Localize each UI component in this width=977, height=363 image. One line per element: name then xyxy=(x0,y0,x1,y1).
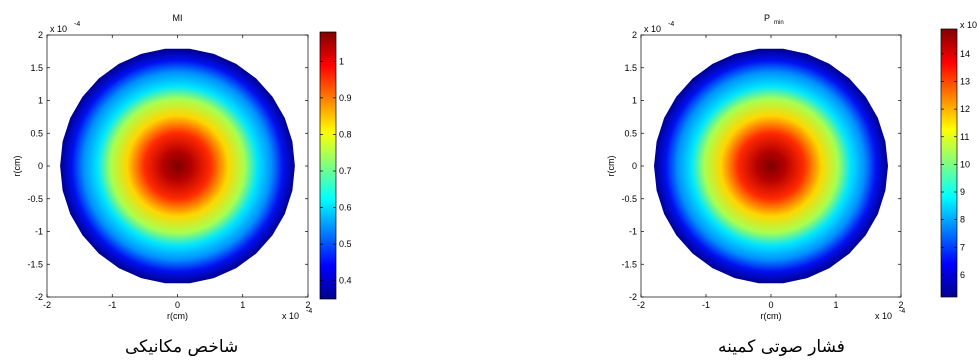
y-tick-label: -1.5 xyxy=(27,259,43,269)
colorbar-tick-label: 12 xyxy=(960,104,970,114)
y-tick-label: 1.5 xyxy=(30,63,43,73)
x-exponent-label: x 10 xyxy=(282,311,299,321)
y-tick-label: 1 xyxy=(38,96,43,106)
y-tick-label: 0 xyxy=(38,161,43,171)
heatmap-field xyxy=(60,48,295,284)
y-exponent-label: x 10 xyxy=(644,24,661,34)
colorbar xyxy=(319,31,337,300)
x-tick-label: 1 xyxy=(240,300,245,310)
colorbar-tick-label: 0.7 xyxy=(339,166,352,176)
colorbar-tick-label: 10 xyxy=(960,159,970,169)
y-tick-label: -1.5 xyxy=(621,259,637,269)
colorbar-exponent-label: x 10 xyxy=(960,20,977,30)
y-tick-label: -1 xyxy=(35,227,43,237)
chart-0: -2 -1 0 1 2 2 1.5 1 0.5 0 -0.5 -1 -1.5 -2 r(cm) r(cm) x … xyxy=(12,13,352,321)
x-tick-label: -1 xyxy=(108,300,116,310)
x-tick-label: 0 xyxy=(768,300,773,310)
colorbar-tick-label: 8 xyxy=(960,215,965,225)
x-tick-label: 1 xyxy=(833,300,838,310)
x-axis-label: r(cm) xyxy=(167,311,188,321)
y-tick-label: 1 xyxy=(632,96,637,106)
chart-1: -2 -1 0 1 221.510.50-0.5-1-1.5-2r(cm)r(cm)x … xyxy=(606,13,977,321)
colorbar xyxy=(940,28,958,298)
chart-title: P xyxy=(764,13,770,23)
x-axis-label: r(cm) xyxy=(761,311,782,321)
caption-right: فشار صوتی کمینه xyxy=(718,337,845,357)
colorbar-tick-label: 0.4 xyxy=(339,276,352,286)
caption-left: شاخص مکانیکی xyxy=(125,337,239,357)
y-exponent: -4 xyxy=(74,21,80,28)
y-tick-label: -2 xyxy=(35,292,43,302)
chart-title-subscript: min xyxy=(774,20,784,26)
colorbar-tick-label: 6 xyxy=(960,270,965,280)
x-tick-label: 2 xyxy=(305,300,310,310)
chart-title: MI xyxy=(173,13,183,23)
colorbar-tick-label: 1 xyxy=(339,56,344,66)
colorbar-tick-label: 7 xyxy=(960,242,965,252)
y-tick-label: -1 xyxy=(629,227,637,237)
y-axis-label: r(cm) xyxy=(12,156,22,177)
y-tick-label: -2 xyxy=(629,292,637,302)
x-tick-label: -2 xyxy=(637,300,645,310)
x-exponent: -4 xyxy=(306,308,312,315)
y-tick-label: 2 xyxy=(38,30,43,40)
colorbar-tick-label: 13 xyxy=(960,76,970,86)
y-tick-label: -0.5 xyxy=(27,194,43,204)
x-tick-label: -2 xyxy=(43,300,51,310)
x-exponent: -4 xyxy=(899,308,905,315)
y-axis-label: r(cm) xyxy=(606,156,616,177)
y-exponent: -4 xyxy=(668,21,674,28)
y-tick-label: 2 xyxy=(632,30,637,40)
y-tick-label: 0 xyxy=(632,161,637,171)
heatmap-field xyxy=(654,48,888,284)
y-exponent-label: x 10 xyxy=(50,24,67,34)
colorbar-tick-label: 9 xyxy=(960,187,965,197)
colorbar-tick-label: 11 xyxy=(960,132,969,142)
colorbar-tick-label: 0.9 xyxy=(339,93,352,103)
y-tick-label: 0.5 xyxy=(624,128,637,138)
colorbar-tick-label: 0.6 xyxy=(339,203,352,213)
y-tick-label: 1.5 xyxy=(624,63,637,73)
x-tick-label: 2 xyxy=(898,300,903,310)
x-tick-label: -1 xyxy=(702,300,710,310)
y-tick-label: -0.5 xyxy=(621,194,637,204)
colorbar-tick-label: 0.8 xyxy=(339,129,352,139)
y-tick-label: 0.5 xyxy=(30,128,43,138)
x-tick-label: 0 xyxy=(175,300,180,310)
colorbar-tick-label: 14 xyxy=(960,49,970,59)
colorbar-tick-label: 0.5 xyxy=(339,239,352,249)
x-exponent-label: x 10 xyxy=(875,311,892,321)
